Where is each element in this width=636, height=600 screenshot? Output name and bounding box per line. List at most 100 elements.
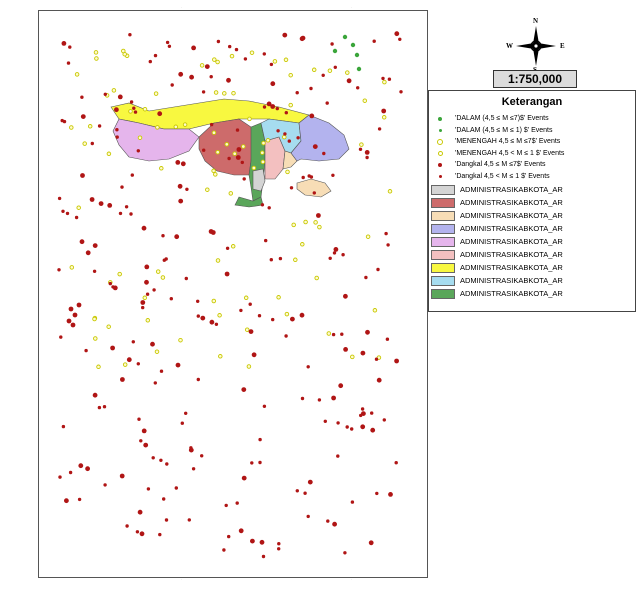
event-marker-menengah: [244, 327, 250, 332]
tick-top-left: ·: [181, 5, 182, 9]
legend-area-label: ADMINISTRASIKABKOTA_AR: [460, 211, 563, 220]
regency-badung-south: [234, 196, 264, 208]
event-marker-dangkal: [370, 411, 374, 415]
event-marker-dangkal: [338, 383, 344, 389]
event-marker-dangkal: [97, 405, 102, 410]
legend-point-label: 'MENENGAH 4,5 < M ≤ 1 $' Events: [455, 149, 565, 157]
event-marker-dangkal: [364, 150, 370, 155]
event-marker-dangkal: [376, 267, 380, 272]
legend-area-swatch: [431, 236, 455, 247]
event-marker-dangkal: [128, 33, 132, 37]
event-marker-menengah: [293, 257, 298, 263]
regency-denpasar: [252, 168, 266, 192]
event-marker-menengah: [145, 318, 151, 323]
event-marker-dangkal: [267, 206, 271, 210]
event-marker-dangkal: [143, 442, 149, 448]
event-marker-dangkal: [360, 424, 366, 430]
event-marker-dangkal: [141, 225, 147, 231]
map-frame[interactable]: · · · ·: [38, 5, 429, 581]
event-marker-dangkal: [243, 57, 248, 61]
event-marker-dangkal: [209, 319, 215, 325]
event-marker-menengah: [272, 59, 278, 64]
event-marker-dangkal: [278, 256, 283, 261]
event-marker-dangkal: [316, 213, 321, 218]
event-marker-dangkal: [300, 396, 305, 401]
event-marker-menengah: [222, 91, 227, 96]
event-marker-dangkal: [359, 413, 363, 418]
event-marker-menengah: [111, 88, 117, 93]
event-marker-dangkal: [167, 44, 172, 48]
tick-bottom-right: ·: [351, 577, 352, 581]
event-marker-dangkal: [180, 161, 186, 167]
event-marker-dangkal: [365, 155, 369, 160]
legend-area-label: ADMINISTRASIKABKOTA_AR: [460, 224, 563, 233]
event-marker-dangkal: [61, 209, 65, 213]
event-marker-dangkal: [325, 101, 329, 105]
map-canvas[interactable]: [39, 11, 429, 579]
event-marker-dangkal: [384, 231, 388, 236]
event-marker-dangkal: [151, 456, 155, 460]
event-marker-dangkal: [224, 503, 228, 508]
legend-area-swatch: [431, 262, 455, 273]
event-marker-menengah: [362, 98, 368, 103]
event-marker-menengah: [365, 234, 371, 239]
event-marker-dangkal: [277, 542, 281, 546]
event-marker-dangkal: [175, 362, 181, 368]
event-marker-menengah: [260, 150, 265, 155]
event-marker-dangkal: [322, 151, 326, 156]
event-marker-dangkal: [394, 31, 400, 37]
event-marker-dangkal: [284, 334, 288, 338]
event-marker-menengah: [121, 48, 126, 54]
event-marker-dangkal: [326, 519, 330, 523]
legend-title: Keterangan: [501, 96, 563, 108]
event-marker-dangkal: [364, 275, 368, 280]
event-marker-menengah: [211, 168, 216, 174]
event-marker-dangkal: [132, 106, 136, 110]
event-marker-dangkal: [331, 332, 336, 337]
event-marker-dalam: [332, 48, 338, 54]
event-marker-dangkal: [178, 198, 184, 204]
event-marker-dangkal: [309, 86, 313, 91]
event-marker-dangkal: [115, 135, 119, 139]
event-marker-menengah: [300, 242, 305, 247]
event-marker-dangkal: [321, 73, 325, 77]
event-marker-dangkal: [238, 528, 244, 534]
event-marker-dangkal: [216, 39, 221, 44]
event-marker-dangkal: [296, 136, 300, 140]
tick-top-right: ·: [351, 5, 352, 9]
event-marker-menengah: [288, 102, 293, 108]
event-marker-menengah: [243, 295, 249, 301]
event-marker-dangkal: [222, 548, 226, 552]
event-marker-dangkal: [301, 175, 305, 180]
legend-area-item: ADMINISTRASIKABKOTA_AR: [431, 275, 563, 286]
legend-point-symbol: [435, 125, 445, 135]
event-marker-dangkal: [169, 297, 173, 301]
north-arrow: N S E W: [500, 17, 572, 74]
event-marker-menengah: [282, 134, 287, 140]
event-marker-dangkal: [189, 74, 195, 80]
event-marker-dangkal: [110, 345, 115, 351]
legend-area-swatch: [431, 197, 455, 208]
event-marker-dangkal: [98, 201, 104, 207]
event-marker-dangkal: [119, 473, 125, 479]
event-marker-menengah: [106, 151, 112, 157]
legend-area-label: ADMINISTRASIKABKOTA_AR: [460, 289, 563, 298]
event-marker-dangkal: [103, 483, 107, 487]
event-marker-dangkal: [164, 257, 168, 261]
event-marker-dangkal: [224, 271, 230, 277]
event-marker-dangkal: [66, 61, 71, 65]
legend-point-symbol: [435, 137, 445, 147]
event-marker-dangkal: [368, 540, 374, 546]
event-marker-dangkal: [360, 350, 366, 356]
legend-area-swatch: [431, 210, 455, 221]
event-marker-dangkal: [269, 258, 273, 262]
event-marker-dangkal: [271, 317, 275, 322]
event-marker-dangkal: [290, 316, 295, 322]
event-marker-dangkal: [262, 52, 266, 56]
legend-area-item: ADMINISTRASIKABKOTA_AR: [431, 262, 563, 273]
event-marker-dangkal: [165, 40, 170, 45]
event-marker-dangkal: [360, 407, 365, 411]
event-marker-dangkal: [68, 470, 73, 475]
event-marker-menengah: [128, 109, 133, 114]
event-marker-dangkal: [146, 487, 151, 491]
